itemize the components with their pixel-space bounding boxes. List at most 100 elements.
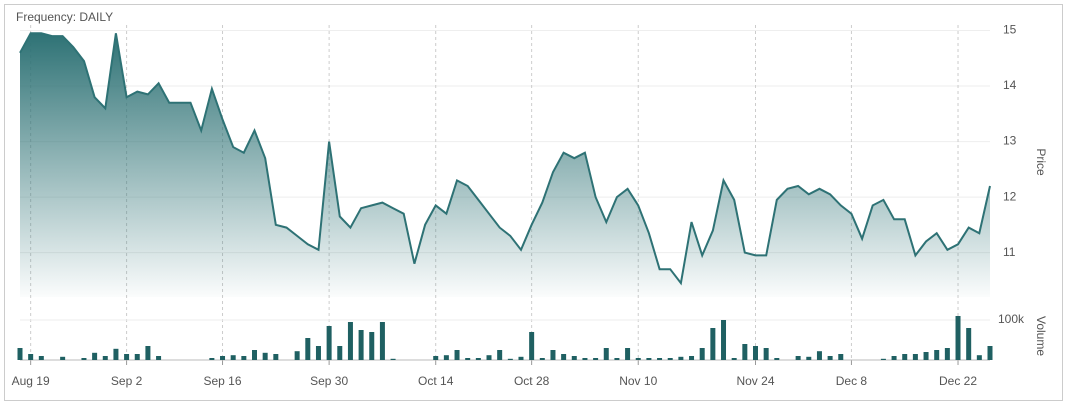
volume-bar bbox=[646, 358, 652, 360]
volume-bar bbox=[134, 354, 140, 360]
volume-bar bbox=[763, 348, 769, 360]
volume-bar bbox=[678, 356, 684, 360]
area-fill bbox=[20, 33, 990, 298]
volume-bar bbox=[912, 354, 918, 360]
volume-bar bbox=[454, 350, 460, 360]
volume-bar bbox=[742, 344, 748, 360]
volume-bar bbox=[923, 352, 929, 360]
volume-bar bbox=[390, 358, 396, 360]
volume-bar bbox=[891, 356, 897, 360]
volume-bar bbox=[752, 346, 758, 360]
x-tick-label: Sep 16 bbox=[204, 374, 242, 388]
x-tick-label: Dec 8 bbox=[836, 374, 868, 388]
volume-bar bbox=[17, 348, 23, 360]
x-tick-label: Oct 14 bbox=[418, 374, 454, 388]
volume-bar bbox=[81, 358, 87, 360]
x-tick-label: Sep 30 bbox=[310, 374, 348, 388]
volume-bar bbox=[220, 356, 226, 360]
x-tick-label: Aug 19 bbox=[12, 374, 50, 388]
volume-bar bbox=[635, 358, 641, 360]
y-tick-label: 12 bbox=[1003, 189, 1017, 203]
volume-bar bbox=[347, 322, 353, 360]
y-tick-label: 15 bbox=[1003, 23, 1017, 37]
volume-bar bbox=[252, 350, 258, 360]
volume-bar bbox=[305, 338, 311, 360]
volume-bar bbox=[774, 358, 780, 360]
volume-bar bbox=[838, 354, 844, 360]
volume-bar bbox=[379, 322, 385, 360]
volume-bar bbox=[976, 355, 982, 360]
volume-bar bbox=[731, 358, 737, 360]
volume-bar bbox=[358, 330, 364, 360]
volume-bar bbox=[987, 346, 993, 360]
volume-bar bbox=[230, 355, 236, 360]
x-tick-label: Sep 2 bbox=[111, 374, 143, 388]
volume-tick-label: 100k bbox=[998, 312, 1025, 326]
price-axis-label: Price bbox=[1034, 148, 1048, 176]
y-tick-label: 13 bbox=[1003, 134, 1017, 148]
volume-bar bbox=[571, 356, 577, 360]
volume-bar bbox=[443, 355, 449, 360]
volume-bar bbox=[294, 351, 300, 360]
volume-bar bbox=[561, 354, 567, 360]
volume-bar bbox=[209, 358, 215, 360]
volume-bar bbox=[657, 358, 663, 360]
volume-bar bbox=[603, 348, 609, 360]
volume-bar bbox=[262, 352, 268, 360]
volume-bar bbox=[145, 346, 151, 360]
volume-bar bbox=[667, 358, 673, 360]
volume-bar bbox=[721, 320, 727, 360]
y-tick-label: 14 bbox=[1003, 78, 1017, 92]
volume-bar bbox=[315, 346, 321, 360]
volume-bar bbox=[582, 358, 588, 360]
volume-bar bbox=[699, 348, 705, 360]
price-line bbox=[19, 32, 991, 286]
volume-bar bbox=[550, 350, 556, 360]
volume-bar bbox=[827, 356, 833, 360]
volume-bar bbox=[102, 356, 108, 360]
volume-bar bbox=[593, 358, 599, 360]
volume-bar bbox=[806, 356, 812, 360]
volume-bar bbox=[337, 346, 343, 360]
volume-bar bbox=[60, 356, 66, 360]
volume-bar bbox=[614, 358, 620, 360]
volume-bar bbox=[880, 358, 886, 360]
volume-bar bbox=[38, 356, 44, 360]
volume-bar bbox=[966, 328, 972, 360]
volume-bar bbox=[273, 354, 279, 360]
volume-bar bbox=[902, 354, 908, 360]
volume-bar bbox=[28, 354, 34, 360]
volume-bar bbox=[710, 328, 716, 360]
volume-bar bbox=[433, 356, 439, 360]
volume-bar bbox=[156, 356, 162, 360]
y-tick-label: 11 bbox=[1003, 245, 1016, 259]
volume-bar bbox=[625, 348, 631, 360]
volume-bar bbox=[475, 358, 481, 360]
volume-bar bbox=[795, 356, 801, 360]
frequency-label: Frequency: DAILY bbox=[16, 10, 113, 24]
volume-bar bbox=[241, 356, 247, 360]
volume-bar bbox=[529, 332, 535, 360]
volume-bar bbox=[486, 355, 492, 360]
volume-bar bbox=[113, 348, 119, 360]
volume-bar bbox=[497, 350, 503, 360]
volume-bar bbox=[518, 356, 524, 360]
volume-bar bbox=[955, 316, 961, 360]
volume-axis-label: Volume bbox=[1034, 316, 1048, 356]
volume-bar bbox=[816, 351, 822, 360]
x-tick-label: Nov 24 bbox=[736, 374, 774, 388]
volume-bar bbox=[124, 354, 130, 360]
x-tick-label: Oct 28 bbox=[514, 374, 550, 388]
volume-bar bbox=[689, 356, 695, 360]
volume-bar bbox=[369, 332, 375, 360]
volume-bar bbox=[92, 352, 98, 360]
volume-bar bbox=[507, 358, 513, 360]
volume-bar bbox=[944, 348, 950, 360]
volume-bar bbox=[465, 358, 471, 360]
volume-bar bbox=[326, 326, 332, 360]
volume-bar bbox=[539, 358, 545, 360]
x-tick-label: Dec 22 bbox=[939, 374, 977, 388]
volume-bar bbox=[934, 350, 940, 360]
